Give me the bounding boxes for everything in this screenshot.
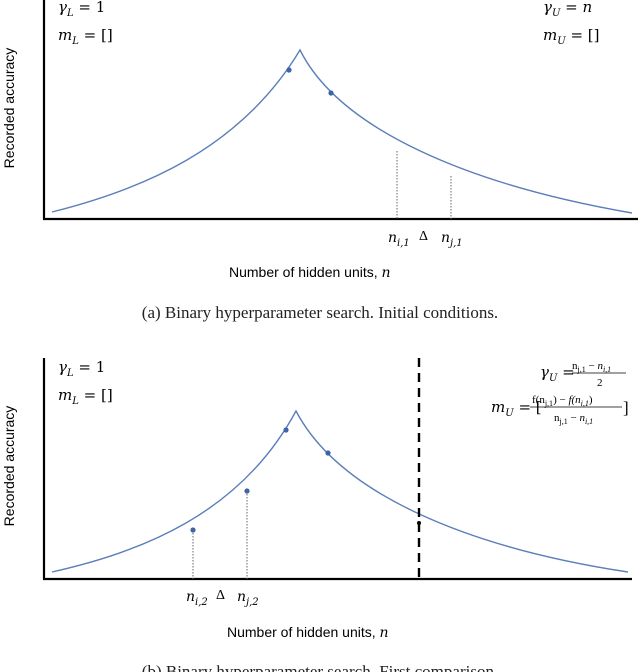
panel-b-nj-label: nj,2 — [237, 589, 259, 608]
svg-text:mU = [: mU = [ — [491, 398, 542, 419]
svg-text:f(nj,1) − f(ni,1): f(nj,1) − f(ni,1) — [532, 394, 593, 408]
panel-b-xlabel: Number of hidden units, n — [227, 624, 389, 641]
svg-text:nj,1 − ni,1: nj,1 − ni,1 — [572, 360, 611, 374]
panel-b-m-L: mL = [] — [58, 386, 113, 407]
panel-b-sample-point — [325, 450, 331, 456]
panel-b-delta-label: Δ — [216, 588, 225, 603]
svg-text:γU =: γU = — [540, 363, 575, 384]
panel-a-ylabel: Recorded accuracy — [1, 48, 17, 169]
panel-a-nj-label: nj,1 — [441, 230, 463, 249]
panel-a-xlabel: Number of hidden units, n — [229, 264, 391, 281]
panel-a-accuracy-curve — [51, 48, 633, 214]
panel-a-caption: (a) Binary hyperparameter search. Initia… — [142, 303, 498, 322]
panel-b: Recorded accuracy ni,2 Δ nj,2 Number of … — [1, 358, 632, 672]
panel-a-sample-point — [328, 90, 334, 96]
panel-b-gamma-U: γU = nj,1 − ni,1 2 — [540, 360, 626, 389]
svg-text:nj,1 − ni,1: nj,1 − ni,1 — [554, 412, 593, 426]
panel-b-sample-point — [283, 427, 289, 433]
panel-b-ylabel: Recorded accuracy — [1, 406, 17, 527]
panel-a-gamma-L: γL = 1 — [58, 0, 105, 19]
panel-a-m-L: mL = [] — [58, 26, 113, 47]
panel-b-accuracy-curve — [51, 409, 629, 573]
panel-b-m-U: mU = [ f(nj,1) − f(ni,1) nj,1 − ni,1 ] — [491, 394, 629, 426]
panel-a-sample-point — [286, 67, 292, 73]
panel-a-ni-label: ni,1 — [388, 230, 410, 249]
panel-b-gamma-L: γL = 1 — [58, 358, 105, 379]
panel-b-bound-intersection — [417, 521, 421, 525]
panel-a: Recorded accuracy ni,1 Δ nj,1 Number of … — [1, 0, 638, 322]
panel-a-delta-label: Δ — [419, 229, 428, 244]
panel-b-caption: (b) Binary hyperparameter search. First … — [142, 662, 498, 672]
svg-text:]: ] — [623, 398, 629, 417]
panel-b-ni-label: ni,2 — [186, 589, 208, 608]
panel-a-gamma-U: γU = n — [543, 0, 592, 19]
svg-text:2: 2 — [597, 377, 603, 389]
panel-a-m-U: mU = [] — [543, 26, 599, 47]
